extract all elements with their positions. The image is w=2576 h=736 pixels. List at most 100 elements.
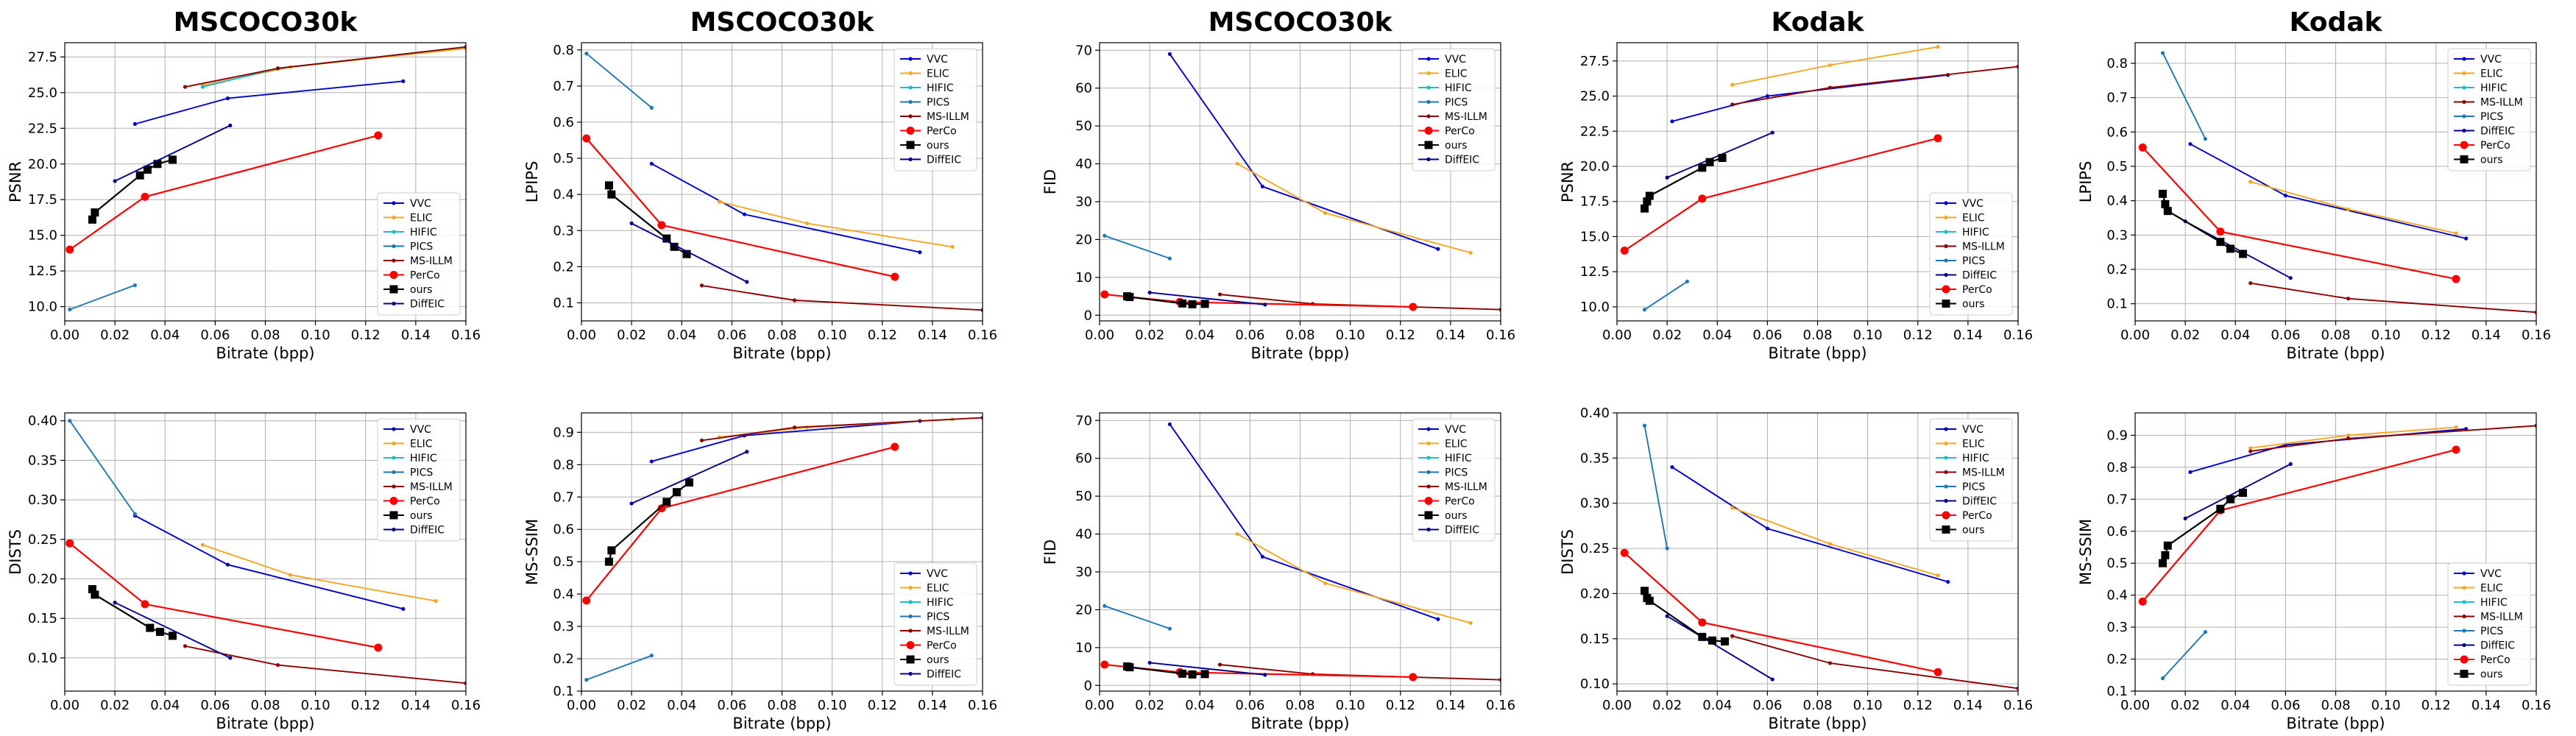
- y-tick-label: 0.4: [2106, 588, 2128, 604]
- point-perco: [66, 245, 74, 254]
- point-perco: [141, 192, 149, 201]
- y-tick-label: 0.3: [2106, 227, 2128, 243]
- point-vvc: [1167, 422, 1172, 427]
- plot-frame: [2134, 42, 2537, 322]
- series-line-pics: [1643, 425, 1669, 549]
- point-ours: [2161, 551, 2170, 559]
- chart-4-lpips: 0.00 0.02 0.04 0.06 0.08 0.10 0.12 0.14 0.16 0.1 0…: [2077, 42, 2551, 362]
- legend-label: MS-ILLM: [1962, 467, 2005, 479]
- series-line-diffeic: [1666, 615, 1773, 680]
- legend-label: DiffEIC: [1445, 525, 1479, 537]
- legend-swatch-marker: [906, 127, 915, 135]
- x-tick-label: 0.16: [2522, 328, 2551, 343]
- point-ms-illm: [2016, 686, 2018, 690]
- point-diffeic: [1263, 302, 1267, 307]
- legend-entry-diffeic: DiffEIC: [383, 525, 445, 537]
- x-tick-label: 0.04: [2221, 328, 2250, 343]
- point-pics: [584, 52, 589, 56]
- legend: VVC ELIC HIFIC MS-ILLM PICS DiffEIC PerCo ours: [2447, 562, 2531, 686]
- x-tick-label: 0.00: [1602, 328, 1632, 343]
- legend-swatch-marker: [906, 655, 915, 664]
- legend-label: MS-ILLM: [927, 111, 969, 123]
- point-ours: [1645, 596, 1654, 605]
- point-elic: [1730, 506, 1735, 510]
- series-line-diffeic: [114, 601, 231, 659]
- y-tick-label: 0.2: [2106, 262, 2128, 277]
- x-tick-label: 0.00: [50, 698, 79, 713]
- point-ours: [2226, 495, 2234, 503]
- y-tick-label: 0.1: [553, 684, 574, 699]
- legend-swatch-marker: [908, 629, 913, 633]
- legend-label: ELIC: [1445, 439, 1468, 450]
- x-tick-label: 0.06: [200, 698, 230, 713]
- y-tick-label: 0.15: [28, 611, 57, 626]
- point-vvc: [918, 250, 922, 255]
- legend-entry-perco: PerCo: [1418, 126, 1475, 138]
- point-ms-illm: [2016, 64, 2018, 69]
- chart-0-psnr: 0.00 0.02 0.04 0.06 0.08 0.10 0.12 0.14 0.16 10.0…: [7, 42, 481, 362]
- point-ours: [2216, 238, 2225, 247]
- x-tick-label: 0.08: [1285, 698, 1314, 713]
- point-ours: [1188, 670, 1197, 679]
- point-elic: [1827, 63, 1833, 68]
- y-axis-label: FID: [1041, 539, 1059, 565]
- point-ours: [135, 171, 144, 180]
- point-ms-illm: [699, 283, 704, 288]
- point-ms-illm: [2346, 436, 2351, 441]
- legend-entry-hific: HIFIC: [1418, 82, 1472, 94]
- point-ours: [1640, 587, 1649, 595]
- legend-swatch-marker: [1426, 71, 1431, 76]
- plot-frame: [1616, 42, 2019, 322]
- x-tick-label: 0.10: [301, 698, 330, 713]
- series-line-pics: [69, 284, 135, 311]
- y-tick-label: 0.30: [28, 492, 57, 508]
- legend-swatch-marker: [1944, 215, 1948, 220]
- series-line-vvc: [135, 80, 403, 125]
- legend-entry-ours: ours: [1418, 510, 1468, 522]
- legend-swatch-marker: [1944, 201, 1948, 205]
- y-tick-label: 0.3: [553, 223, 574, 238]
- legend-swatch-marker: [908, 600, 913, 604]
- point-ours: [1718, 154, 1727, 163]
- legend-swatch-marker: [908, 671, 913, 676]
- legend-swatch-marker: [1426, 441, 1431, 446]
- legend-label: DiffEIC: [1445, 155, 1479, 166]
- legend-box: [377, 418, 461, 542]
- column-title-0: MSCOCO30k: [174, 7, 358, 38]
- legend-label: PerCo: [1445, 126, 1475, 138]
- y-axis-label: LPIPS: [523, 161, 541, 203]
- legend-entry-diffeic: DiffEIC: [2454, 126, 2515, 138]
- x-tick-label: 0.16: [2522, 698, 2551, 713]
- point-ms-illm: [1827, 85, 1833, 90]
- y-tick-label: 0.1: [2106, 684, 2128, 699]
- legend-label: DiffEIC: [410, 299, 445, 311]
- point-ours: [1698, 163, 1707, 172]
- plot-frame: [2134, 412, 2537, 692]
- series-line-pics: [2162, 631, 2207, 679]
- legend-label: HIFIC: [1445, 82, 1472, 94]
- y-tick-label: 12.5: [1580, 264, 1610, 280]
- point-perco: [657, 504, 666, 513]
- legend: VVC ELIC HIFIC PICS MS-ILLM PerCo ours DiffEIC: [894, 48, 977, 171]
- legend-label: DiffEIC: [927, 155, 961, 166]
- point-ours: [2238, 250, 2247, 258]
- legend-swatch-marker: [1424, 141, 1433, 149]
- point-ms-illm: [2248, 281, 2253, 286]
- point-vvc: [1436, 617, 1440, 621]
- legend-entry-perco: PerCo: [1936, 510, 1992, 522]
- x-tick-label: 0.00: [567, 698, 596, 713]
- legend-entry-vvc: VVC: [1936, 424, 1984, 436]
- legend-box: [1412, 48, 1496, 171]
- point-diffeic: [228, 123, 233, 128]
- series-group: [1620, 45, 2018, 312]
- series-line-vvc: [1169, 423, 1439, 620]
- x-tick-label: 0.08: [767, 328, 796, 343]
- y-tick-label: 0.35: [1580, 450, 1610, 466]
- legend-label: VVC: [2480, 568, 2502, 580]
- x-tick-label: 0.04: [2221, 698, 2250, 713]
- y-tick-label: 0.8: [2106, 56, 2128, 71]
- x-tick-label: 0.04: [150, 698, 180, 713]
- x-tick-label: 0.02: [1135, 328, 1164, 343]
- point-vvc: [1670, 119, 1674, 124]
- x-tick-label: 0.16: [968, 698, 997, 713]
